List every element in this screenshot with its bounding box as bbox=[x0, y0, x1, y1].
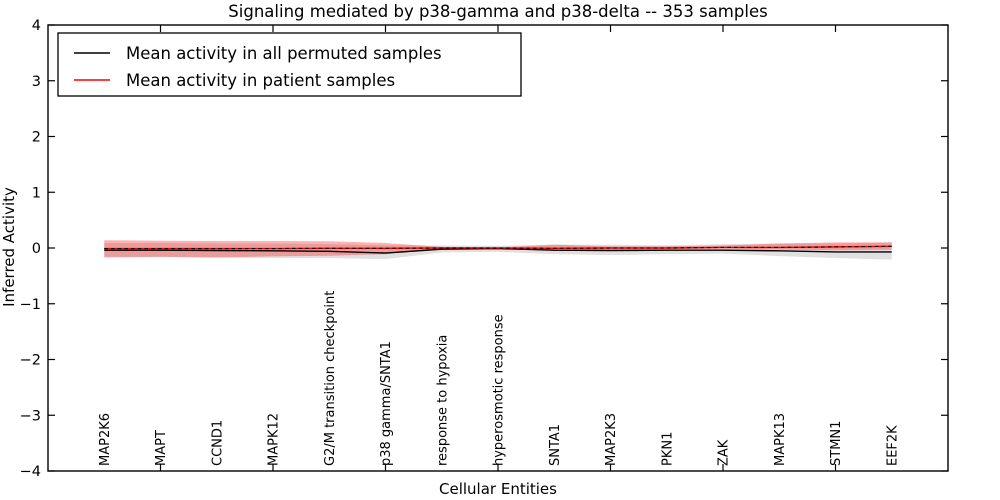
y-axis-label: Inferred Activity bbox=[0, 187, 18, 307]
mean-lines bbox=[104, 245, 892, 254]
legend-label-patient: Mean activity in patient samples bbox=[126, 71, 395, 90]
legend: Mean activity in all permuted samples Me… bbox=[57, 32, 522, 97]
ytick-label-2: 2 bbox=[32, 130, 41, 146]
ytick-label-1: 3 bbox=[32, 74, 41, 90]
tick-marks bbox=[48, 24, 948, 472]
ytick-label-0: 4 bbox=[32, 18, 41, 34]
x-axis-label: Cellular Entities bbox=[439, 480, 557, 498]
category-label-9: MAP2K3 bbox=[604, 413, 619, 466]
category-label-13: STMN1 bbox=[829, 421, 844, 466]
ytick-label-6: −2 bbox=[20, 353, 41, 369]
y-tick-labels: 4 3 2 1 0 −1 −2 −3 −4 bbox=[20, 18, 41, 480]
x-category-labels: MAP2K6 MAPT CCND1 MAPK12 G2/M transition che… bbox=[98, 291, 901, 466]
category-label-3: MAPK12 bbox=[267, 413, 282, 466]
ytick-label-4: 0 bbox=[32, 241, 41, 257]
series-line-1 bbox=[104, 245, 892, 250]
category-label-0: MAP2K6 bbox=[98, 413, 113, 466]
category-label-10: PKN1 bbox=[660, 432, 675, 466]
band-0 bbox=[104, 242, 892, 260]
category-label-4: G2/M transition checkpoint bbox=[323, 291, 338, 466]
category-label-1: MAPT bbox=[154, 430, 169, 466]
legend-label-permuted: Mean activity in all permuted samples bbox=[126, 44, 442, 63]
confidence-bands bbox=[104, 240, 892, 260]
category-label-5: p38 gamma/SNTA1 bbox=[379, 341, 394, 466]
legend-box bbox=[57, 32, 522, 97]
category-label-8: SNTA1 bbox=[548, 424, 563, 466]
category-label-7: hyperosmotic response bbox=[492, 314, 507, 466]
category-label-12: MAPK13 bbox=[773, 413, 788, 466]
category-label-11: ZAK bbox=[717, 439, 732, 466]
ytick-label-5: −1 bbox=[20, 297, 41, 313]
ytick-label-7: −3 bbox=[20, 408, 41, 424]
ytick-label-3: 1 bbox=[32, 185, 41, 201]
chart-title: Signaling mediated by p38-gamma and p38-… bbox=[228, 2, 767, 21]
category-label-2: CCND1 bbox=[210, 420, 225, 466]
band-1 bbox=[104, 240, 892, 258]
ytick-label-8: −4 bbox=[20, 464, 41, 480]
category-label-6: response to hypoxia bbox=[435, 335, 450, 466]
category-label-14: EEF2K bbox=[885, 425, 900, 466]
